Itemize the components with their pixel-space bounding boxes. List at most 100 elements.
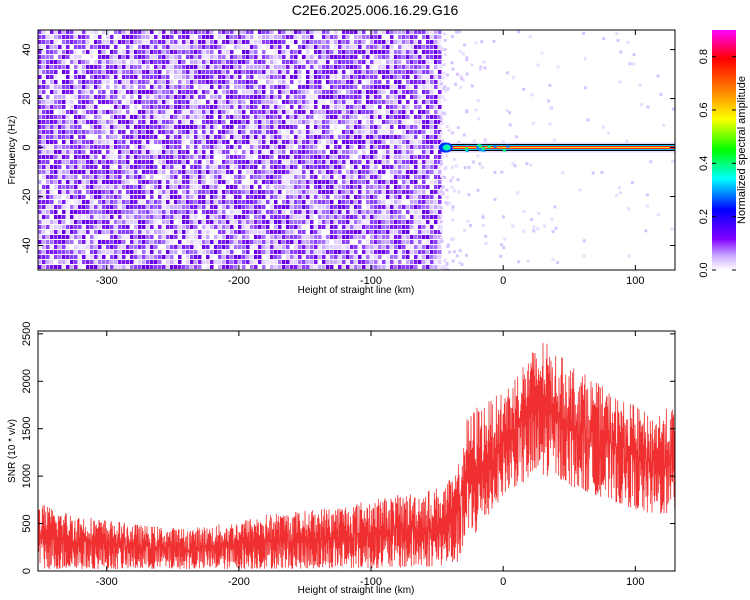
spectrogram-cell — [46, 220, 50, 224]
spectrogram-cell — [106, 145, 110, 149]
spectrogram-cell — [342, 180, 346, 184]
spectrogram-cell — [66, 125, 70, 129]
spectrogram-cell — [230, 215, 234, 219]
spectrogram-cell — [246, 210, 250, 214]
spectrogram-cell — [330, 95, 334, 99]
spectrogram-cell — [358, 155, 362, 159]
spectrogram-cell — [78, 65, 82, 69]
spectrogram-cell — [42, 35, 46, 39]
spectrogram-cell — [438, 235, 442, 239]
spectrogram-cell — [426, 95, 430, 99]
spectrogram-cell — [138, 100, 142, 104]
spectrogram-cell — [278, 260, 282, 264]
spectrogram-cell — [102, 245, 106, 249]
spectrogram-cell — [238, 225, 242, 229]
spectrogram-cell — [142, 210, 146, 214]
spectrogram-cell — [146, 80, 150, 84]
spectrogram-cell — [234, 265, 238, 269]
spectrogram-cell — [322, 70, 326, 74]
spectrogram-cell — [58, 235, 62, 239]
spectrogram-cell — [54, 250, 58, 254]
spectrogram-cell — [386, 60, 390, 64]
spectrogram-cell — [242, 125, 246, 129]
spectrogram-cell — [382, 115, 386, 119]
spectrogram-cell — [138, 130, 142, 134]
spectrogram-cell — [226, 205, 230, 209]
spectrogram-cell — [286, 130, 290, 134]
spectrogram-cell — [138, 40, 142, 44]
spectrogram-cell — [386, 265, 390, 269]
spectrogram-cell — [374, 40, 378, 44]
spectrogram-cell — [202, 90, 206, 94]
spectrogram-cell — [218, 120, 222, 124]
spectrogram-cell — [270, 45, 274, 49]
spectrogram-cell — [242, 150, 246, 154]
spectrogram-cell — [326, 140, 330, 144]
spectrogram-cell — [142, 195, 146, 199]
spectrogram-cell — [206, 160, 210, 164]
spectrogram-cell — [286, 250, 290, 254]
spectrogram-cell — [326, 190, 330, 194]
spectrogram-cell — [210, 185, 214, 189]
spectrogram-cell — [398, 125, 402, 129]
spectrogram-cell — [406, 190, 410, 194]
spectrogram-cell — [234, 160, 238, 164]
spectrogram-cell — [342, 50, 346, 54]
spectrogram-cell — [290, 35, 294, 39]
spectrogram-cell — [386, 100, 390, 104]
spectrogram-cell — [410, 165, 414, 169]
spectrogram-cell — [254, 85, 258, 89]
spectrogram-cell — [246, 80, 250, 84]
spectrogram-cell — [46, 215, 50, 219]
spectrogram-cell — [62, 45, 66, 49]
spectrogram-cell — [282, 135, 286, 139]
spectrogram-cell — [548, 83, 552, 87]
spectrogram-cell — [198, 95, 202, 99]
spectrogram-cell — [386, 225, 390, 229]
spectrogram-cell — [138, 255, 142, 259]
spectrogram-cell — [294, 120, 298, 124]
spectrogram-cell — [102, 80, 106, 84]
spectrogram-cell — [234, 70, 238, 74]
spectrogram-cell — [154, 250, 158, 254]
spectrogram-cell — [266, 160, 270, 164]
spectrogram-cell — [418, 70, 422, 74]
spectrogram-cell — [118, 165, 122, 169]
spectrogram-cell — [174, 145, 178, 149]
spectrogram-cell — [126, 205, 130, 209]
spectrogram-cell — [226, 70, 230, 74]
spectrogram-cell — [374, 150, 378, 154]
spectrogram-cell — [134, 115, 138, 119]
spectrogram-cell — [46, 155, 50, 159]
spectrogram-cell — [378, 190, 382, 194]
spectrogram-cell — [266, 260, 270, 264]
spectrogram-cell — [414, 125, 418, 129]
spectrogram-cell — [166, 70, 170, 74]
spectrogram-cell — [378, 30, 382, 34]
spectrogram-cell — [126, 30, 130, 34]
spectrogram-cell — [222, 190, 226, 194]
spectrogram-cell — [438, 85, 442, 89]
spectrogram-cell — [194, 185, 198, 189]
spectrogram-cell — [118, 235, 122, 239]
spectrogram-cell — [350, 45, 354, 49]
spectrogram-cell — [78, 145, 82, 149]
spectrogram-cell — [338, 265, 342, 269]
spectrogram-cell — [366, 250, 370, 254]
spectrogram-cell — [254, 55, 258, 59]
spectrogram-cell — [218, 95, 222, 99]
spectrogram-cell — [106, 250, 110, 254]
spectrogram-cell — [258, 95, 262, 99]
spectrogram-cell — [362, 250, 366, 254]
spectrogram-cell — [70, 190, 74, 194]
spectrogram-cell — [374, 225, 378, 229]
spectrogram-cell — [370, 120, 374, 124]
spectrogram-cell — [334, 255, 338, 259]
spectrogram-cell — [314, 200, 318, 204]
spectrogram-cell — [130, 235, 134, 239]
spectrogram-cell — [350, 255, 354, 259]
spectrogram-cell — [166, 140, 170, 144]
spectrogram-cell — [110, 165, 114, 169]
spectrogram-cell — [198, 125, 202, 129]
spectrogram-cell — [386, 135, 390, 139]
